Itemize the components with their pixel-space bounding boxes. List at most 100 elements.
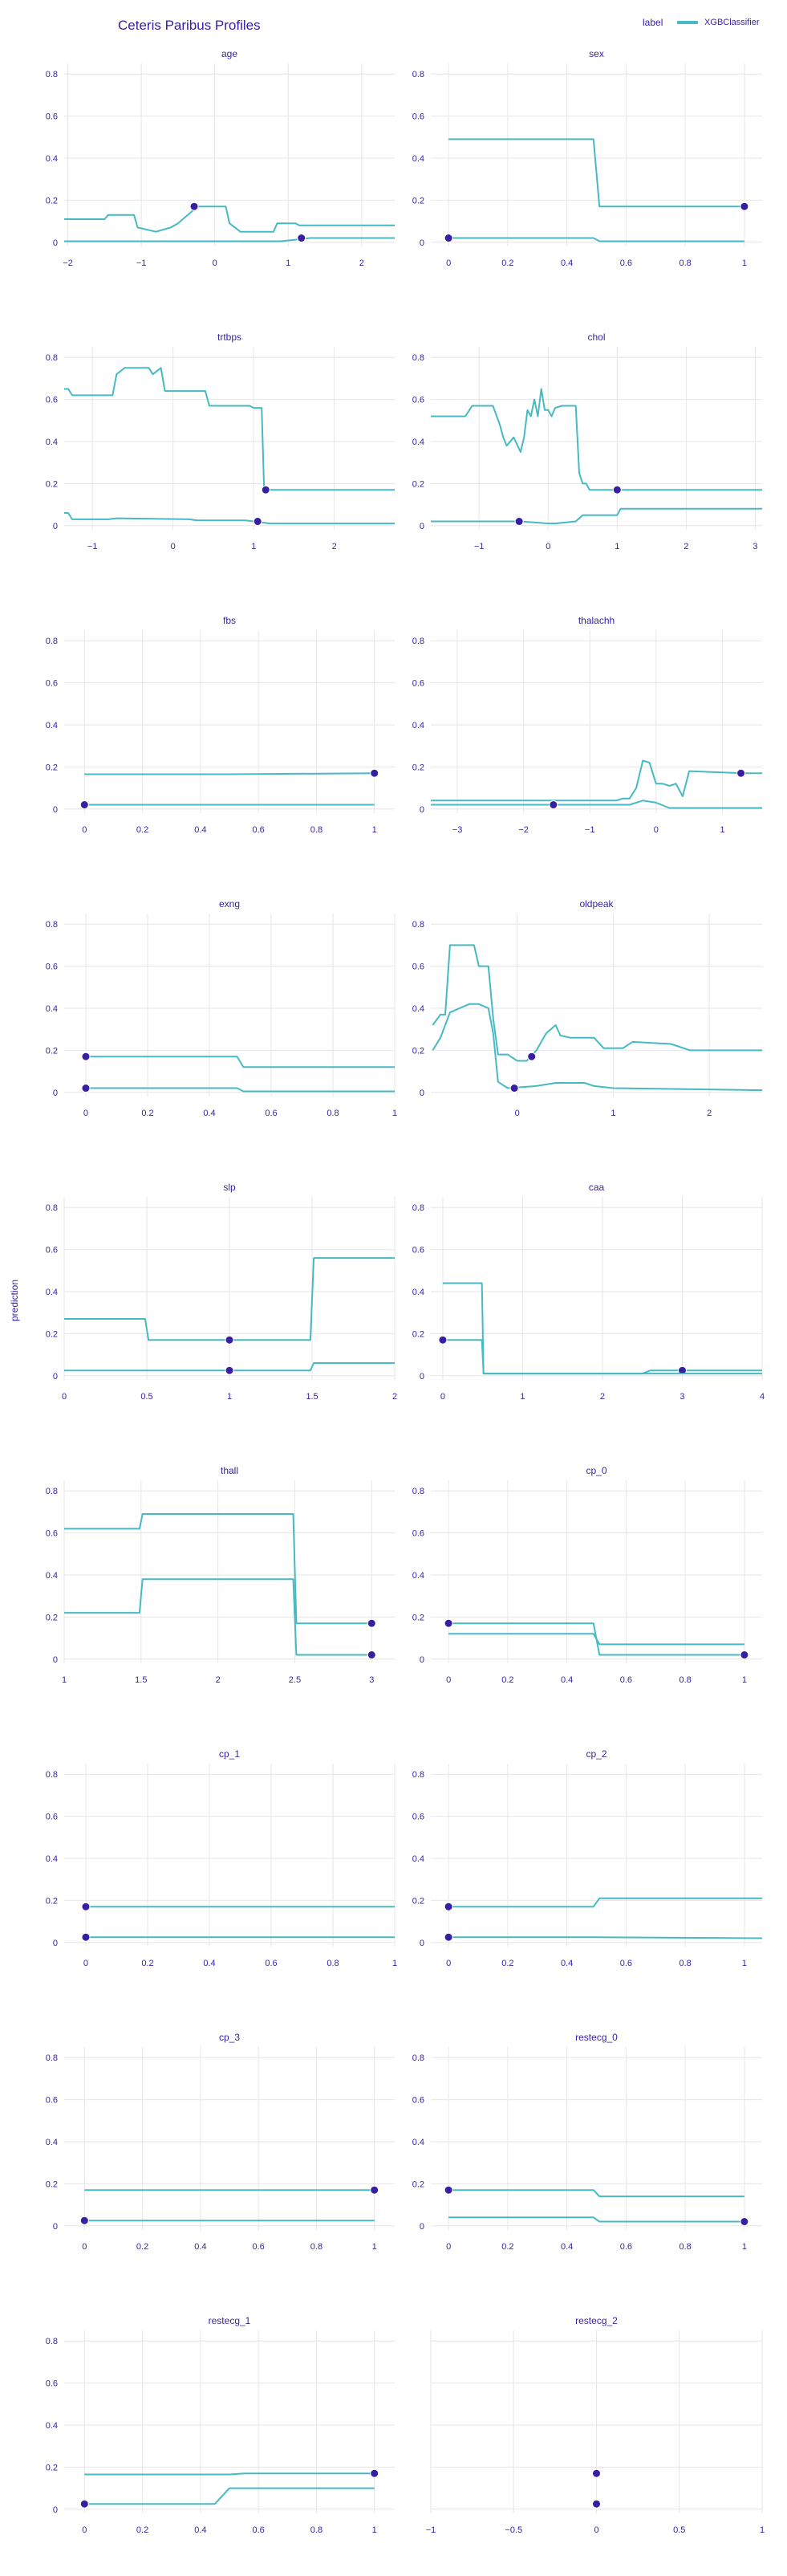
observation-point-age-1[interactable] — [297, 234, 306, 243]
observation-point-oldpeak-0[interactable] — [527, 1052, 537, 1061]
y-tick-label: 0.6 — [46, 1529, 58, 1539]
subplot-cp-1: cp_1 0 0.2 0.4 0.6 0.8 0 0.2 0.4 0.6 0.8 1 — [46, 1748, 397, 1968]
y-tick-label: 0.6 — [46, 1813, 58, 1822]
profile-line-sex-0 — [448, 138, 744, 208]
profile-line-oldpeak-1 — [432, 1003, 763, 1092]
profile-line-thalachh-1 — [431, 800, 762, 809]
observation-point-caa-1[interactable] — [438, 1335, 448, 1345]
legend-swatch-xgbclassifier[interactable] — [676, 20, 698, 24]
observation-point-fbs-1[interactable] — [79, 800, 89, 810]
y-tick-label: 0.8 — [412, 1487, 424, 1496]
observation-point-cp-1-0[interactable] — [81, 1902, 91, 1911]
subplot-title-oldpeak: oldpeak — [579, 898, 614, 910]
observation-point-oldpeak-1[interactable] — [509, 1084, 519, 1093]
y-tick-label: 0.4 — [46, 1004, 58, 1014]
observation-point-sex-1[interactable] — [444, 234, 453, 243]
x-tick-label: 1 — [760, 2525, 765, 2535]
y-tick-label: 0.8 — [412, 637, 424, 646]
y-tick-label: 0 — [420, 2222, 424, 2232]
subplot-title-chol: chol — [587, 332, 605, 343]
observation-point-restecg-2-1[interactable] — [592, 2499, 601, 2509]
x-tick-label: 1 — [286, 258, 290, 268]
y-tick-label: 0.4 — [46, 437, 58, 447]
profile-line-fbs-0 — [84, 772, 375, 775]
observation-point-cp-2-1[interactable] — [444, 1932, 453, 1942]
y-tick-label: 0.6 — [412, 1813, 424, 1822]
profile-line-restecg-0-1 — [448, 2216, 744, 2223]
profile-line-chol-0 — [431, 388, 762, 491]
x-tick-label: 2 — [600, 1392, 605, 1402]
profile-line-restecg-1-0 — [84, 2472, 375, 2476]
observation-point-thalachh-1[interactable] — [549, 800, 558, 810]
observation-point-exng-0[interactable] — [81, 1052, 91, 1061]
subplot-title-exng: exng — [219, 898, 240, 910]
legend-item-xgbclassifier[interactable]: XGBClassifier — [704, 17, 760, 27]
x-tick-label: 4 — [760, 1392, 765, 1402]
observation-point-age-0[interactable] — [189, 201, 199, 211]
observation-point-chol-0[interactable] — [612, 485, 622, 494]
observation-point-cp-1-1[interactable] — [81, 1932, 91, 1942]
observation-point-chol-1[interactable] — [514, 517, 524, 527]
subplot-title-cp-0: cp_0 — [586, 1465, 606, 1476]
observation-point-cp-3-1[interactable] — [79, 2216, 89, 2225]
observation-point-caa-0[interactable] — [677, 1365, 687, 1375]
profile-line-exng-1 — [86, 1087, 395, 1093]
observation-point-restecg-1-1[interactable] — [79, 2499, 89, 2509]
x-tick-label: 0.2 — [501, 258, 513, 268]
y-tick-label: 0.4 — [46, 1854, 58, 1864]
x-tick-label: 0 — [446, 1675, 451, 1685]
observation-point-restecg-0-1[interactable] — [740, 2217, 749, 2227]
y-tick-label: 0 — [420, 805, 424, 815]
observation-point-slp-0[interactable] — [225, 1335, 234, 1345]
observation-point-thall-1[interactable] — [367, 1650, 376, 1660]
observation-point-thall-0[interactable] — [367, 1618, 376, 1628]
y-tick-label: 0.2 — [46, 1613, 58, 1622]
y-tick-label: 0 — [53, 1939, 58, 1948]
x-tick-label: 0.6 — [265, 1959, 277, 1968]
observation-point-restecg-2-0[interactable] — [592, 2468, 601, 2478]
y-tick-label: 0.8 — [46, 2337, 58, 2346]
subplot-title-cp-2: cp_2 — [586, 1748, 606, 1760]
x-tick-label: 1 — [372, 2242, 377, 2252]
observation-point-exng-1[interactable] — [81, 1084, 91, 1093]
observation-point-cp-3-0[interactable] — [370, 2185, 379, 2195]
observation-point-slp-1[interactable] — [225, 1365, 234, 1375]
observation-point-restecg-0-0[interactable] — [444, 2185, 453, 2195]
x-tick-label: 0.4 — [561, 2242, 573, 2252]
y-tick-label: 0.4 — [412, 721, 424, 730]
observation-point-cp-0-1[interactable] — [740, 1650, 749, 1660]
y-tick-label: 0 — [420, 1655, 424, 1665]
x-tick-label: 0.4 — [561, 258, 573, 268]
x-tick-label: 0 — [446, 2242, 451, 2252]
x-tick-label: 1 — [742, 2242, 747, 2252]
x-tick-label: 0 — [82, 2525, 87, 2535]
x-tick-label: 0.6 — [620, 1675, 632, 1685]
x-tick-label: 2 — [216, 1675, 221, 1685]
subplot-title-cp-1: cp_1 — [219, 1748, 240, 1760]
x-tick-label: 0 — [62, 1392, 67, 1402]
observation-point-restecg-1-0[interactable] — [370, 2468, 379, 2478]
observation-point-cp-0-0[interactable] — [444, 1618, 453, 1628]
y-tick-label: 0.2 — [412, 2179, 424, 2189]
observation-point-cp-2-0[interactable] — [444, 1902, 453, 1911]
y-tick-label: 0.6 — [46, 2379, 58, 2389]
y-tick-label: 0.4 — [46, 721, 58, 730]
x-tick-label: 0.2 — [141, 1109, 153, 1118]
x-tick-label: 0 — [83, 1959, 88, 1968]
observation-point-fbs-0[interactable] — [370, 768, 379, 778]
observation-point-thalachh-0[interactable] — [736, 768, 746, 778]
subplot-title-trtbps: trtbps — [217, 332, 241, 343]
subplot-title-slp: slp — [223, 1182, 236, 1193]
x-tick-label: 0.4 — [561, 1959, 573, 1968]
y-tick-label: 0.6 — [412, 396, 424, 405]
profile-line-slp-1 — [64, 1362, 395, 1372]
profile-line-cp-0-1 — [448, 1633, 744, 1646]
observation-point-trtbps-1[interactable] — [253, 517, 262, 527]
x-tick-label: 0.2 — [136, 2525, 148, 2535]
x-tick-label: 2 — [684, 542, 688, 551]
observation-point-sex-0[interactable] — [740, 201, 749, 211]
x-tick-label: 0.8 — [679, 1675, 691, 1685]
x-tick-label: 0.2 — [501, 1959, 513, 1968]
observation-point-trtbps-0[interactable] — [261, 485, 270, 494]
